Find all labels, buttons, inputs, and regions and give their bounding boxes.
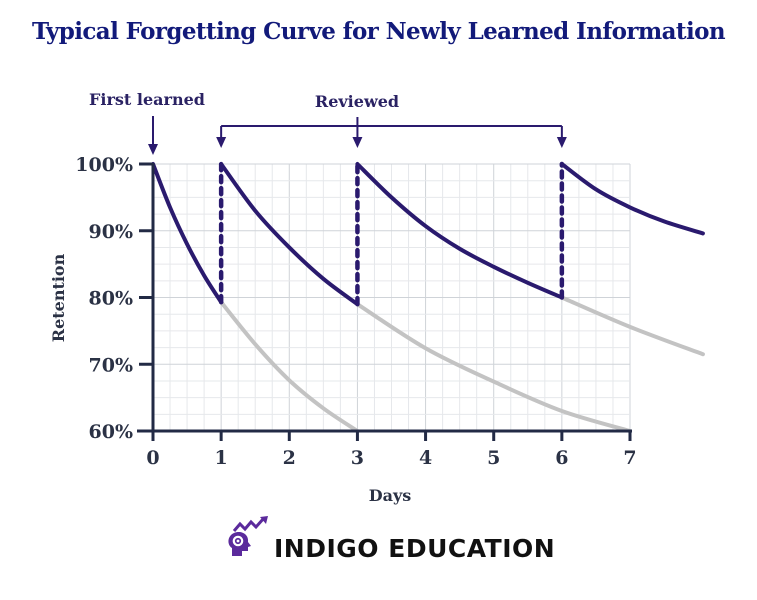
y-tick-label: 100% <box>75 154 133 176</box>
x-tick-label: 2 <box>283 447 296 469</box>
reviewed-label: Reviewed <box>315 92 399 111</box>
x-tick-label: 3 <box>351 447 364 469</box>
axes: 100% 90% 80% 70% 60% 0 1 2 3 4 5 6 7 <box>75 154 636 469</box>
curves <box>151 161 705 433</box>
x-tick-label: 6 <box>555 447 568 469</box>
y-tick-label: 90% <box>89 221 134 243</box>
x-tick-label: 0 <box>146 447 159 469</box>
x-tick-label: 5 <box>487 447 500 469</box>
chart-title: Typical Forgetting Curve for Newly Learn… <box>32 18 726 45</box>
y-tick-label: 70% <box>89 354 134 376</box>
x-axis-title: Days <box>369 486 412 505</box>
x-tick-label: 7 <box>623 447 636 469</box>
y-axis-title: Retention <box>49 253 68 342</box>
y-tick-label: 80% <box>89 288 134 310</box>
y-tick-label: 60% <box>89 421 134 443</box>
logo: INDIGO EDUCATION <box>226 516 556 564</box>
arrow-down-icon <box>216 137 227 148</box>
grid <box>152 163 631 432</box>
first-learned-label: First learned <box>89 90 205 109</box>
arrow-down-icon <box>556 137 567 148</box>
x-tick-label: 1 <box>215 447 228 469</box>
x-tick-label: 4 <box>419 447 432 469</box>
arrow-down-icon <box>148 144 158 155</box>
head-gear-rising-arrow-icon <box>226 516 270 564</box>
arrow-down-icon <box>352 137 363 148</box>
logo-text: INDIGO EDUCATION <box>274 534 556 563</box>
annotations: First learned Reviewed <box>89 90 567 155</box>
